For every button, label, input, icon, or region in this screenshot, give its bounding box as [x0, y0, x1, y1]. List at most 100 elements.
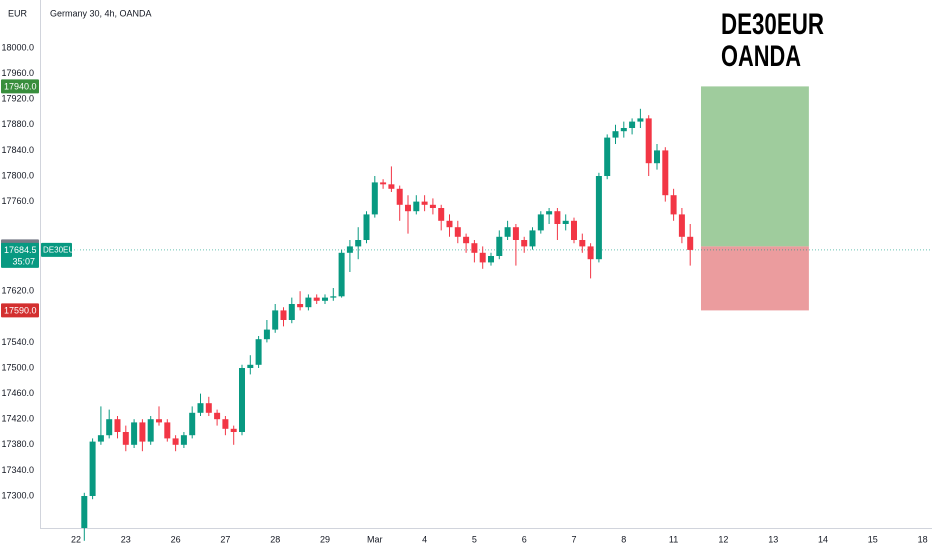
candle-body	[521, 240, 528, 247]
candle-body	[380, 182, 387, 185]
candle-body	[571, 220, 577, 240]
candle-body	[471, 243, 478, 253]
x-tick-label: 29	[320, 534, 330, 544]
currency: EUR	[8, 8, 28, 18]
candle-body	[288, 304, 295, 320]
candle-body	[546, 211, 553, 215]
candle-body	[305, 297, 312, 308]
x-tick-label: 7	[571, 534, 576, 544]
plot-area	[41, 86, 932, 541]
candle-body	[396, 188, 403, 205]
annotation: OANDA	[721, 40, 801, 73]
y-tick-label: 17840.0	[1, 145, 34, 155]
candle-body	[537, 214, 544, 231]
candle-body	[429, 204, 436, 208]
candle-body	[371, 182, 378, 215]
x-tick-label: 12	[718, 534, 728, 544]
y-tick-label: 17920.0	[1, 94, 34, 104]
x-tick-label: 27	[220, 534, 230, 544]
x-tick-label: 4	[422, 534, 427, 544]
y-tick-label: 17380.0	[1, 439, 34, 449]
price-axis: 18000.0 17960.0 17920.0 17880.0 17840.0 17800…	[1, 42, 80, 500]
candle-body	[147, 419, 154, 442]
profit-zone	[700, 86, 809, 247]
x-tick-label: 11	[669, 534, 678, 544]
x-tick-label: 18	[918, 534, 928, 544]
x-tick-label: 8	[621, 534, 626, 544]
candle-body	[263, 329, 270, 340]
candle-body	[587, 246, 594, 260]
y-tick-label: 17800.0	[1, 170, 34, 180]
candle-body	[346, 246, 353, 253]
candle-body	[230, 428, 237, 432]
candle-body	[164, 422, 171, 439]
candle-body	[214, 412, 221, 420]
candle-body	[654, 150, 660, 164]
candle-body	[156, 419, 162, 423]
candle-body	[222, 419, 229, 429]
y-tick-label: 17960.0	[1, 68, 34, 78]
candle-body	[454, 227, 461, 237]
x-tick-label: 22	[71, 534, 81, 544]
candle-body	[504, 227, 511, 237]
candle-body	[139, 422, 146, 442]
candle-body	[280, 310, 287, 320]
x-tick-label: 13	[768, 534, 778, 544]
candle-body	[189, 412, 196, 436]
candle-body	[355, 240, 362, 247]
candle-body	[405, 204, 411, 212]
candle-body	[496, 236, 503, 256]
annotation: DE30EUR	[721, 8, 824, 41]
candle-body	[297, 304, 304, 308]
candle-body	[239, 368, 245, 432]
candle-body	[512, 227, 519, 240]
candle-body	[687, 236, 694, 250]
candle-body	[122, 432, 129, 445]
countdown: 35:07	[12, 256, 35, 266]
candle-body	[463, 236, 470, 244]
symbol-label: DE30EUR	[43, 246, 80, 255]
price-tag-label: 17590.0	[4, 305, 37, 315]
candle-body	[612, 131, 619, 138]
candle-body	[438, 208, 445, 221]
x-tick-label: 23	[121, 534, 131, 544]
price-tag-label: 17940.0	[4, 81, 37, 91]
candle-body	[172, 438, 179, 445]
candle-body	[247, 364, 254, 368]
y-tick-label: 17540.0	[1, 337, 34, 347]
x-tick-label: 14	[818, 534, 828, 544]
y-tick-label: 17760.0	[1, 196, 34, 206]
x-tick-label: 15	[868, 534, 878, 544]
candle-body	[272, 310, 279, 330]
y-tick-label: 17880.0	[1, 119, 34, 129]
candle-body	[620, 128, 627, 132]
candle-body	[446, 220, 453, 228]
x-tick-label: 5	[472, 534, 477, 544]
candle-body	[114, 419, 121, 432]
candle-body	[97, 435, 104, 442]
candle-body	[205, 403, 212, 413]
y-tick-label: 17420.0	[1, 414, 34, 424]
candle-body	[81, 496, 88, 528]
candle-body	[604, 137, 611, 176]
x-tick-label: 26	[171, 534, 181, 544]
candle-body	[388, 184, 395, 189]
candle-body	[180, 435, 187, 445]
candle-body	[313, 297, 320, 301]
candle-body	[106, 419, 113, 436]
y-tick-label: 17620.0	[1, 286, 34, 296]
candle-body	[670, 195, 677, 215]
candle-body	[255, 339, 262, 365]
symbol-tag	[41, 242, 72, 257]
candle-body	[637, 118, 644, 122]
price-tag	[1, 79, 39, 94]
candle-body	[595, 176, 602, 260]
last-price-tag	[1, 242, 39, 268]
x-tick-label: 28	[270, 534, 280, 544]
candle-body	[554, 211, 561, 224]
loss-zone	[700, 246, 809, 311]
candle-body	[421, 201, 428, 205]
candle-body	[645, 118, 652, 164]
price-tag	[1, 303, 39, 318]
